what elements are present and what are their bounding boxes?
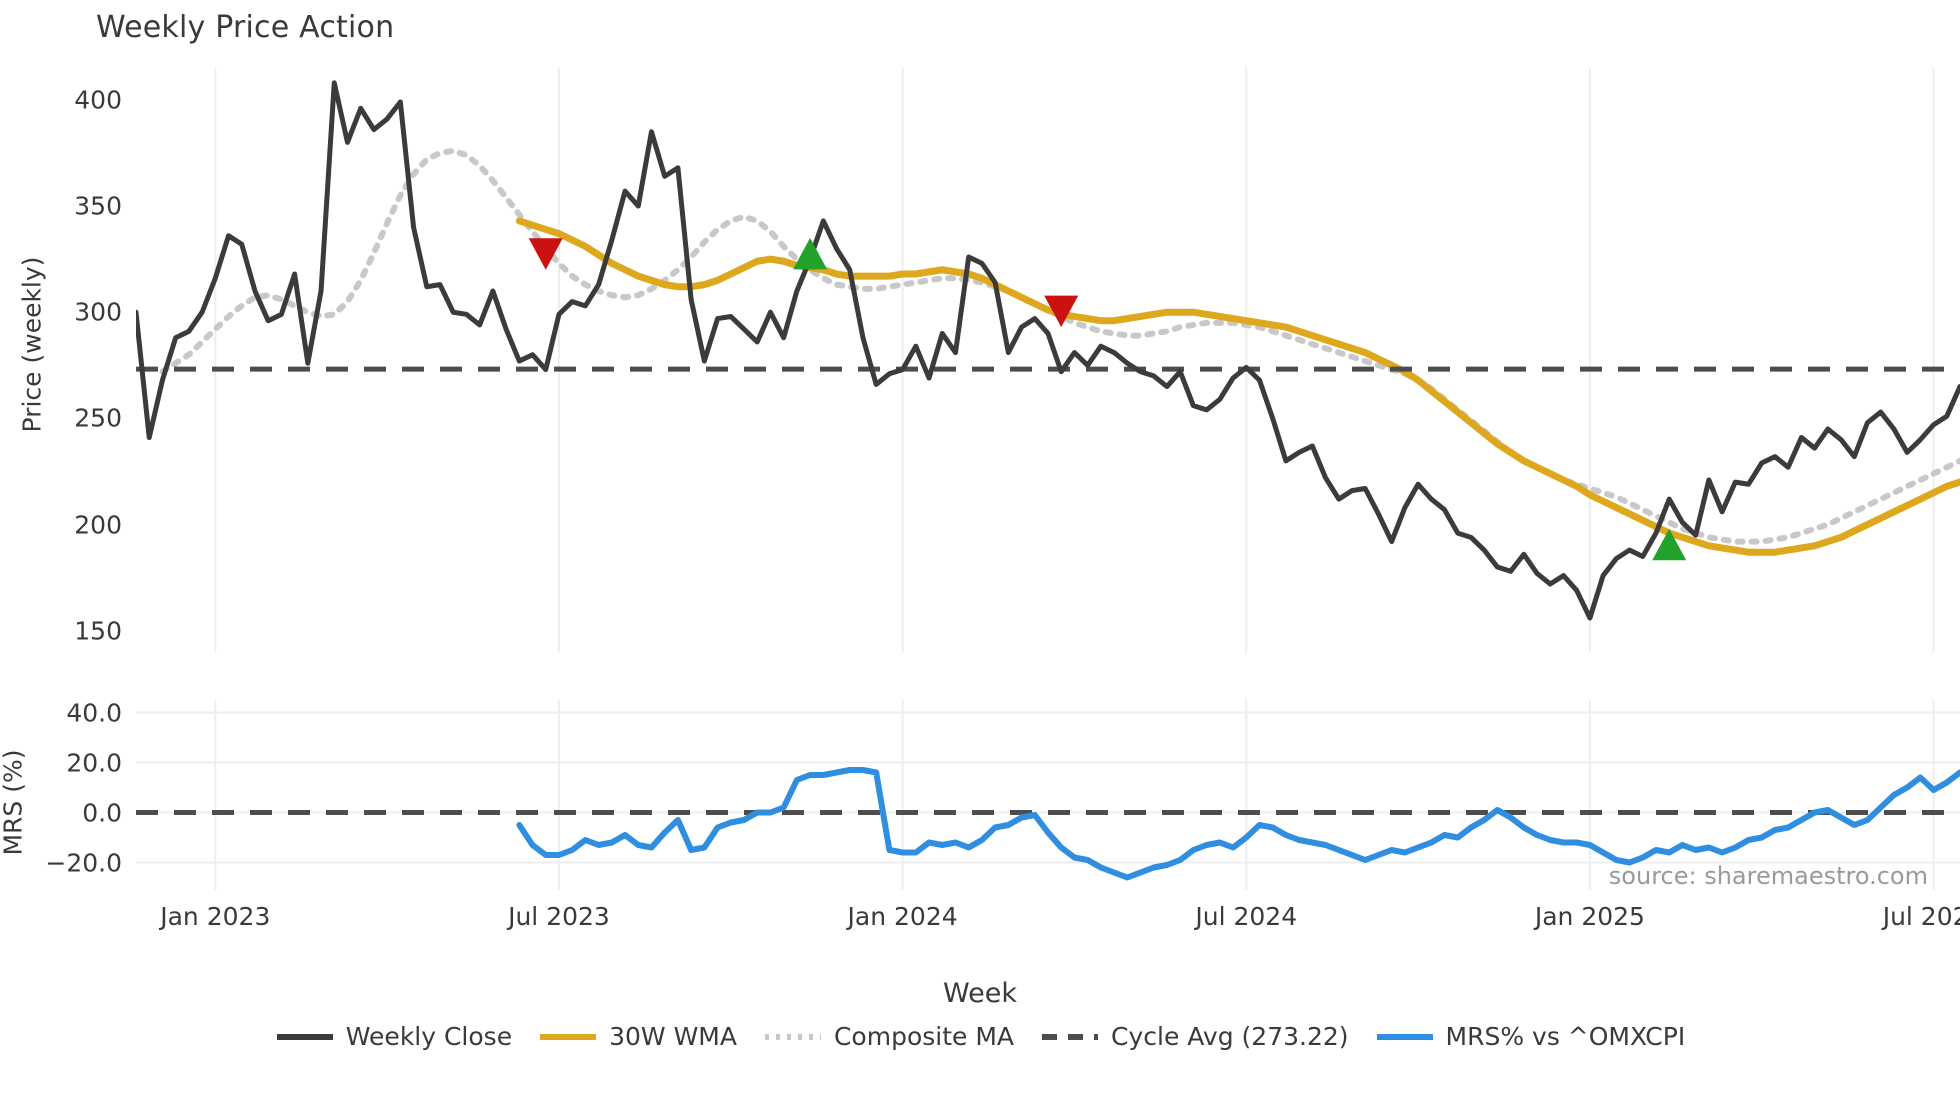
price-axis-label: Price (weekly) [17, 256, 47, 433]
price-ytick-label: 300 [74, 297, 122, 327]
legend-label: Composite MA [833, 1022, 1015, 1051]
chart-legend: Weekly Close 30W WMA Composite MA Cycle Avg… [0, 1022, 1960, 1051]
legend-swatch-icon [1375, 1029, 1435, 1045]
series-30w-wma [515, 217, 1960, 556]
price-ytick-label: 200 [74, 510, 122, 540]
legend-item[interactable]: Cycle Avg (273.22) [1040, 1022, 1349, 1051]
source-watermark: source: sharemaestro.com [1608, 862, 1928, 890]
legend-swatch-icon [763, 1029, 823, 1045]
x-axis-label: Week [943, 978, 1017, 1009]
mrs-ytick-label: 20.0 [66, 748, 122, 777]
mrs-axis-label: MRS (%) [0, 749, 28, 856]
price-ytick-label: 350 [74, 191, 122, 221]
mrs-ytick-label: −20.0 [45, 848, 122, 877]
x-axis-ticks: Jan 2023 Jul 2023 Jan 2024 Jul 2024 Jan 2025… [136, 902, 1960, 942]
mrs-ytick-label: 0.0 [82, 798, 122, 827]
series-weekly-close [136, 80, 1960, 621]
page-title: Weekly Price Action [96, 10, 395, 45]
legend-swatch-icon [1040, 1029, 1100, 1045]
x-tick-label: Jan 2023 [160, 902, 271, 931]
price-ytick-label: 250 [74, 403, 122, 433]
sell-marker-icon [528, 238, 563, 270]
series-composite-ma [159, 147, 1960, 545]
legend-item[interactable]: MRS% vs ^OMXCPI [1375, 1022, 1686, 1051]
buy-marker-icon [793, 237, 828, 270]
x-tick-label: Jul 2023 [508, 902, 610, 931]
price-ytick-label: 150 [74, 616, 122, 646]
price-ytick-label: 400 [74, 85, 122, 115]
legend-label: Weekly Close [345, 1022, 513, 1051]
legend-item[interactable]: Weekly Close [275, 1022, 512, 1051]
mrs-ytick-label: 40.0 [66, 698, 122, 727]
legend-swatch-icon [275, 1029, 335, 1045]
x-tick-label: Jan 2024 [847, 902, 958, 931]
legend-label: Cycle Avg (273.22) [1111, 1022, 1349, 1051]
legend-label: 30W WMA [609, 1022, 737, 1051]
legend-label: MRS% vs ^OMXCPI [1445, 1022, 1686, 1051]
x-tick-label: Jul 2024 [1195, 902, 1298, 931]
sell-marker-icon [1044, 295, 1079, 328]
legend-item[interactable]: Composite MA [763, 1022, 1014, 1051]
mrs-plot [136, 700, 1960, 890]
mrs-panel [136, 700, 1960, 890]
legend-item[interactable]: 30W WMA [538, 1022, 737, 1051]
x-tick-label: Jan 2025 [1534, 902, 1645, 931]
series-mrs [516, 767, 1960, 881]
mrs-axis-ticks: 40.0 20.0 0.0 −20.0 [0, 698, 122, 890]
buy-marker-icon [1652, 528, 1687, 561]
price-plot [136, 68, 1960, 652]
legend-swatch-icon [538, 1029, 598, 1045]
x-tick-label: Jul 2025 [1882, 902, 1960, 931]
price-axis-ticks: 400 350 300 250 200 150 [0, 68, 122, 652]
price-panel [136, 68, 1960, 652]
